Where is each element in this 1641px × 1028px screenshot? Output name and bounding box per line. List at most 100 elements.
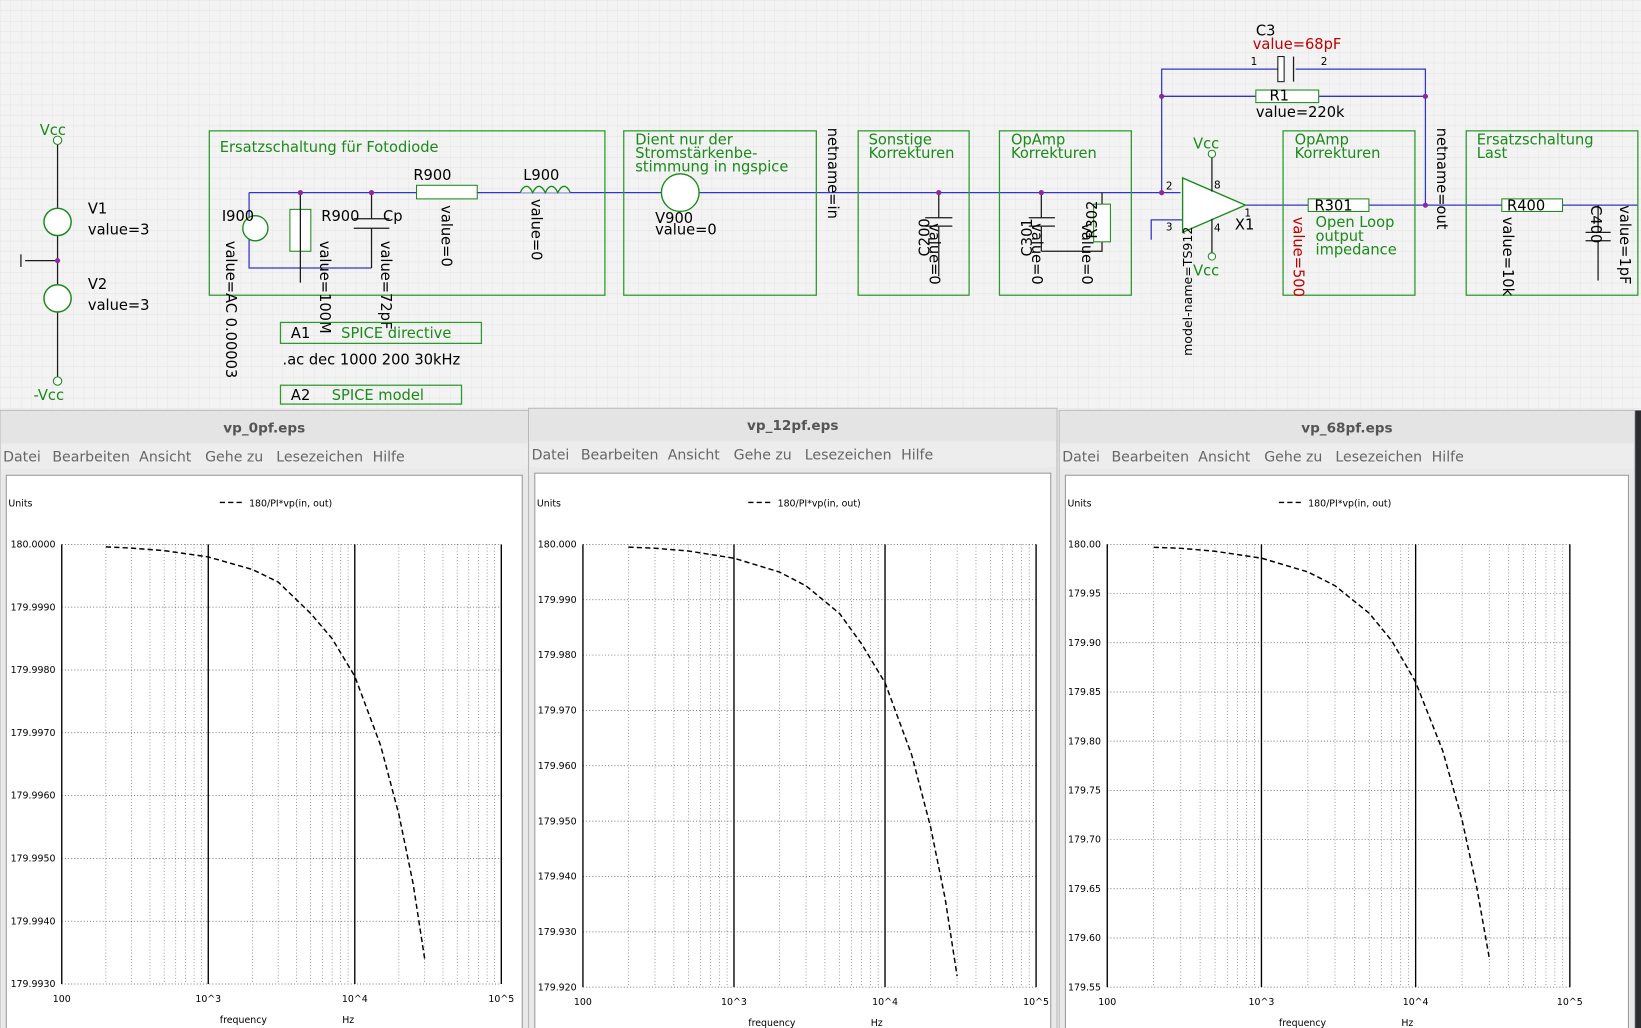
- inductor: [519, 185, 571, 195]
- menu-item[interactable]: Ansicht: [139, 450, 192, 466]
- window: vp_12pf.eps Datei Bearbeiten Ansicht Gehe zu…: [527, 407, 1058, 1028]
- menu-item[interactable]: Hilfe: [373, 450, 405, 466]
- y-tick-label: 179.70: [1068, 835, 1101, 846]
- resistor: [1501, 198, 1564, 212]
- y-tick-label: 179.55: [1068, 982, 1101, 993]
- y-tick-label: 179.9930: [11, 979, 56, 990]
- label: value=0: [438, 205, 455, 267]
- window: vp_68pf.eps Datei Bearbeiten Ansicht Gehe zu…: [1058, 409, 1636, 1028]
- wire: [1041, 241, 1103, 252]
- menu-item[interactable]: Gehe zu: [205, 450, 263, 466]
- label: value=0: [528, 199, 545, 261]
- y-tick-label: 179.75: [1068, 786, 1101, 797]
- x-tick-label: 100: [53, 994, 71, 1005]
- y-tick-label: 179.920: [538, 982, 577, 993]
- menu-bar: [1060, 443, 1634, 469]
- y-tick-label: 179.980: [538, 650, 577, 661]
- group-box: [998, 130, 1132, 296]
- pin: 2: [1321, 56, 1328, 68]
- x-tick-label: 100: [574, 997, 592, 1008]
- gap: [351, 218, 392, 229]
- label: SPICE directive: [341, 325, 451, 342]
- resistor: [1307, 198, 1370, 212]
- label: output: [1316, 228, 1365, 245]
- label: R900: [413, 167, 451, 184]
- x-axis-label: frequency: [748, 1018, 796, 1028]
- curve: [105, 546, 426, 960]
- resistor: [1093, 203, 1111, 243]
- resistor: [1255, 89, 1320, 104]
- menu-item[interactable]: Gehe zu: [734, 448, 792, 464]
- wire: [1150, 219, 1183, 240]
- pin: 8: [1214, 179, 1221, 191]
- label: value=500: [1290, 217, 1307, 297]
- menu-item[interactable]: Bearbeiten: [52, 450, 130, 466]
- y-axis-label: Units: [1067, 499, 1091, 510]
- label: Last: [1477, 145, 1508, 162]
- y-tick-label: 179.9940: [11, 916, 56, 927]
- menu-item[interactable]: Ansicht: [668, 448, 721, 464]
- menu-item[interactable]: Lesezeichen: [1335, 450, 1422, 466]
- label: Korrekturen: [869, 145, 955, 162]
- junction: [54, 258, 61, 264]
- gap: [923, 217, 955, 227]
- junction: [1422, 93, 1429, 99]
- x-axis-unit: Hz: [342, 1015, 354, 1026]
- window-title: vp_0pf.eps: [223, 420, 305, 436]
- junction: [1159, 93, 1165, 99]
- label: Open Loop: [1316, 214, 1395, 231]
- menu-item[interactable]: Lesezeichen: [805, 448, 892, 464]
- x-axis-unit: Hz: [871, 1018, 883, 1028]
- group-box: [208, 130, 606, 296]
- x-tick-label: 10^3: [195, 994, 221, 1005]
- y-tick-label: 179.65: [1068, 884, 1101, 895]
- junction: [1038, 190, 1044, 196]
- label: L900: [523, 167, 559, 184]
- menu-bar: [1, 443, 528, 469]
- label: Ersatzschaltung für Fotodiode: [220, 139, 439, 156]
- x-tick-label: 10^5: [1023, 997, 1049, 1008]
- y-axis-label: Units: [537, 499, 561, 510]
- y-tick-label: 179.95: [1068, 589, 1101, 600]
- label: SPICE model: [332, 387, 424, 404]
- label: Vcc: [40, 122, 66, 139]
- y-tick-label: 179.9980: [11, 665, 56, 676]
- menu-item[interactable]: Datei: [532, 448, 570, 464]
- curve: [1153, 546, 1490, 958]
- y-axis-label: Units: [8, 499, 32, 510]
- menu-item[interactable]: Hilfe: [1432, 450, 1464, 466]
- menu-item[interactable]: Datei: [1062, 450, 1100, 466]
- y-tick-label: 179.940: [538, 872, 577, 883]
- y-tick-label: 180.000: [538, 539, 577, 550]
- source: [43, 207, 72, 237]
- label: netname=in: [824, 128, 841, 219]
- label: value=3: [88, 297, 150, 314]
- spice-box: [279, 321, 483, 344]
- x-tick-label: 10^3: [721, 997, 747, 1008]
- window: vp_0pf.eps Datei Bearbeiten Ansicht Gehe zu L…: [0, 409, 530, 1028]
- group-box: [857, 130, 970, 296]
- label: value=72pF: [377, 241, 394, 330]
- x-tick-label: 10^5: [488, 994, 514, 1005]
- menu-item[interactable]: Hilfe: [901, 448, 933, 464]
- label: value=0: [925, 223, 942, 285]
- menu-item[interactable]: Bearbeiten: [581, 448, 659, 464]
- schematic: Vcc V1 value=3 V2 value=3 -Vcc Ersatzsch…: [20, 23, 1639, 405]
- label: value=1pF: [1616, 205, 1633, 284]
- label: A1: [291, 325, 310, 342]
- menu-item[interactable]: Bearbeiten: [1111, 450, 1189, 466]
- plot-area: [534, 472, 1052, 1028]
- menu-item[interactable]: Ansicht: [1198, 450, 1251, 466]
- x-tick-label: 10^4: [872, 997, 898, 1008]
- menu-bar: [529, 441, 1056, 467]
- label: Korrekturen: [1011, 145, 1097, 162]
- menu-item[interactable]: Datei: [3, 450, 41, 466]
- resistor: [416, 184, 478, 200]
- y-tick-label: 179.9990: [11, 602, 56, 613]
- menu-item[interactable]: Gehe zu: [1264, 450, 1322, 466]
- label: C400: [1587, 205, 1604, 243]
- label: value=0: [1028, 223, 1045, 285]
- label: Vcc: [1193, 136, 1219, 153]
- menu-item[interactable]: Lesezeichen: [276, 450, 363, 466]
